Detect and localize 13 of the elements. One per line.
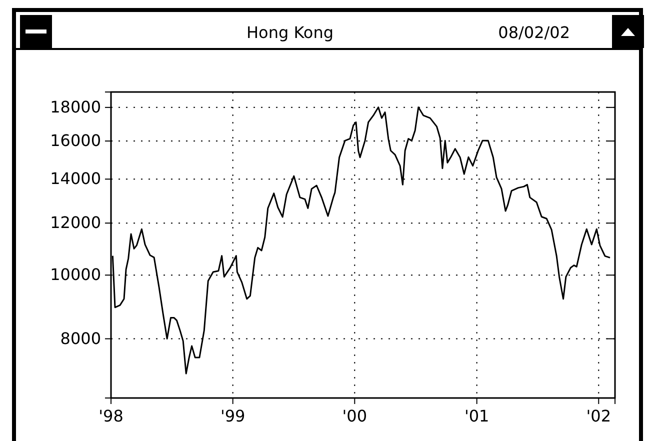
x-tick-label: '01 bbox=[464, 406, 490, 426]
y-tick-label: 10000 bbox=[50, 265, 101, 284]
y-tick-label: 12000 bbox=[50, 213, 101, 232]
y-tick-label: 18000 bbox=[50, 98, 101, 117]
y-tick-label: 14000 bbox=[50, 169, 101, 188]
y-tick-label: 16000 bbox=[50, 131, 101, 150]
x-tick-label: '00 bbox=[342, 406, 368, 426]
x-tick-label: '99 bbox=[220, 406, 246, 426]
text: 08/02/02 bbox=[498, 23, 570, 42]
x-tick-label: '98 bbox=[98, 406, 124, 426]
chart-title: Hong Kong bbox=[246, 23, 334, 42]
x-tick-label: '02 bbox=[586, 406, 612, 426]
y-tick-label: 8000 bbox=[60, 328, 101, 348]
